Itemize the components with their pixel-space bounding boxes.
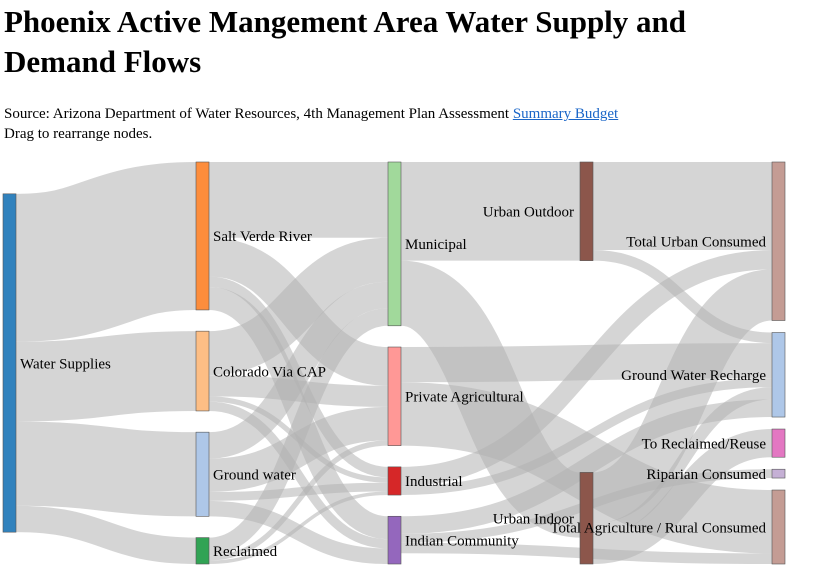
node-bar-riparian[interactable] bbox=[771, 468, 786, 479]
source-line: Source: Arizona Department of Water Reso… bbox=[4, 104, 618, 124]
link-reclaimed-municipal bbox=[208, 308, 389, 556]
node-supplies[interactable]: Water Supplies bbox=[2, 193, 111, 533]
node-label-industrial: Industrial bbox=[405, 474, 463, 490]
node-label-urbancons: Total Urban Consumed bbox=[626, 235, 766, 251]
node-label-urbanin: Urban Indoor bbox=[493, 511, 574, 527]
node-riparian[interactable]: Riparian Consumed bbox=[646, 467, 786, 483]
node-label-supplies: Water Supplies bbox=[20, 356, 111, 372]
node-urbancons[interactable]: Total Urban Consumed bbox=[626, 161, 786, 321]
node-toreclaim[interactable]: To Reclaimed/Reuse bbox=[642, 428, 786, 458]
link-groundwater-industrial bbox=[208, 482, 389, 501]
node-bar-agcons[interactable] bbox=[771, 489, 786, 565]
node-bar-municipal[interactable] bbox=[387, 161, 402, 327]
node-urbanout[interactable]: Urban Outdoor bbox=[483, 161, 594, 261]
node-label-reclaimed: Reclaimed bbox=[213, 544, 278, 560]
node-bar-privag[interactable] bbox=[387, 346, 402, 446]
link-supplies-cap bbox=[15, 331, 197, 422]
node-label-riparian: Riparian Consumed bbox=[646, 467, 766, 483]
node-saltverde[interactable]: Salt Verde River bbox=[195, 161, 312, 311]
summary-budget-link[interactable]: Summary Budget bbox=[512, 106, 619, 122]
node-agcons[interactable]: Total Agriculture / Rural Consumed bbox=[550, 489, 786, 565]
node-label-urbanout: Urban Outdoor bbox=[483, 205, 574, 221]
link-urbanin-toreclaim bbox=[592, 429, 773, 564]
node-industrial[interactable]: Industrial bbox=[387, 466, 463, 496]
node-bar-groundwater[interactable] bbox=[195, 431, 210, 517]
node-bar-urbanin[interactable] bbox=[579, 472, 594, 565]
link-cap-municipal bbox=[207, 237, 390, 376]
node-municipal[interactable]: Municipal bbox=[387, 161, 467, 327]
drag-hint: Drag to rearrange nodes. bbox=[4, 126, 153, 142]
link-industrial-urbancons bbox=[400, 250, 773, 487]
node-label-privag: Private Agricultural bbox=[405, 390, 524, 406]
node-gwrecharge[interactable]: Ground Water Recharge bbox=[621, 332, 786, 418]
node-indian[interactable]: Indian Community bbox=[387, 515, 519, 565]
source-text: Source: Arizona Department of Water Reso… bbox=[4, 106, 513, 122]
node-bar-gwrecharge[interactable] bbox=[771, 332, 786, 418]
node-reclaimed[interactable]: Reclaimed bbox=[195, 537, 278, 565]
page-title: Phoenix Active Mangement Area Water Supp… bbox=[4, 4, 687, 79]
sankey-links bbox=[14, 161, 775, 565]
link-indian-gwrecharge bbox=[400, 399, 773, 534]
link-supplies-reclaimed bbox=[15, 505, 197, 564]
link-reclaimed-industrial bbox=[208, 491, 389, 565]
node-bar-reclaimed[interactable] bbox=[195, 537, 210, 565]
node-label-agcons: Total Agriculture / Rural Consumed bbox=[550, 520, 766, 536]
link-supplies-groundwater bbox=[15, 421, 197, 517]
node-bar-saltverde[interactable] bbox=[195, 161, 210, 311]
node-bar-cap[interactable] bbox=[195, 330, 210, 412]
node-label-saltverde: Salt Verde River bbox=[213, 229, 312, 245]
node-label-cap: Colorado Via CAP bbox=[213, 364, 326, 380]
node-privag[interactable]: Private Agricultural bbox=[387, 346, 524, 446]
link-groundwater-indian bbox=[208, 500, 389, 565]
node-bar-toreclaim[interactable] bbox=[771, 428, 786, 458]
link-urbanin-gwrecharge bbox=[592, 387, 773, 536]
node-bar-urbancons[interactable] bbox=[771, 161, 786, 321]
link-reclaimed-privag bbox=[208, 440, 389, 561]
link-cap-indian bbox=[208, 401, 389, 549]
node-label-gwrecharge: Ground Water Recharge bbox=[621, 368, 766, 384]
node-label-groundwater: Ground water bbox=[213, 468, 296, 484]
node-bar-supplies[interactable] bbox=[2, 193, 17, 533]
node-label-municipal: Municipal bbox=[405, 237, 467, 253]
node-cap[interactable]: Colorado Via CAP bbox=[195, 330, 326, 412]
link-urbanin-urbancons bbox=[590, 269, 775, 524]
node-label-toreclaim: To Reclaimed/Reuse bbox=[642, 436, 767, 452]
sankey-nodes: Water Supplies Salt Verde River Colorado V… bbox=[2, 161, 786, 565]
node-urbanin[interactable]: Urban Indoor bbox=[493, 472, 594, 565]
node-groundwater[interactable]: Ground water bbox=[195, 431, 296, 517]
node-label-indian: Indian Community bbox=[405, 533, 519, 549]
node-bar-indian[interactable] bbox=[387, 515, 402, 565]
link-supplies-saltverde bbox=[14, 162, 198, 342]
link-groundwater-municipal bbox=[208, 281, 389, 459]
node-bar-industrial[interactable] bbox=[387, 466, 402, 496]
node-bar-urbanout[interactable] bbox=[579, 161, 594, 261]
